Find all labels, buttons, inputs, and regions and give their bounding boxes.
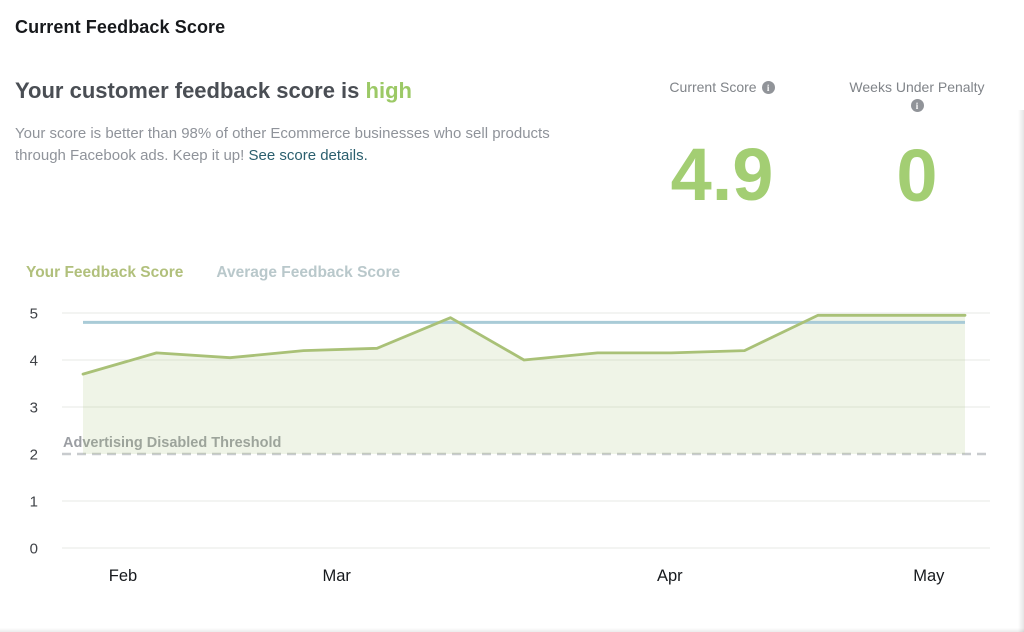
weeks-under-penalty-label: Weeks Under Penalty bbox=[849, 79, 985, 95]
x-axis-tick-label: Apr bbox=[657, 567, 683, 585]
x-axis-tick-label: Feb bbox=[109, 567, 137, 585]
weeks-under-penalty-value: 0 bbox=[896, 134, 938, 217]
y-axis-tick-label: 5 bbox=[30, 306, 38, 323]
panel-edge-shadow-right bbox=[1018, 110, 1024, 632]
panel-edge-shadow-bottom bbox=[0, 628, 1024, 632]
info-icon[interactable]: i bbox=[910, 99, 924, 112]
chart-legend-tabs: Your Feedback Score Average Feedback Sco… bbox=[26, 264, 400, 282]
y-axis-tick-label: 1 bbox=[30, 494, 38, 511]
tab-your-feedback-score[interactable]: Your Feedback Score bbox=[26, 264, 184, 281]
y-axis-tick-label: 2 bbox=[30, 447, 38, 464]
score-summary-body: Your score is better than 98% of other E… bbox=[15, 123, 615, 166]
tab-average-feedback-score[interactable]: Average Feedback Score bbox=[216, 264, 401, 281]
score-summary-heading: Your customer feedback score is high bbox=[15, 78, 412, 104]
body-line-1: Your score is better than 98% of other E… bbox=[15, 125, 550, 142]
x-axis-tick-label: Mar bbox=[322, 567, 351, 585]
y-axis-tick-label: 0 bbox=[30, 541, 38, 558]
current-score-stat: Current Score i 4.9 bbox=[637, 79, 807, 212]
your-score-line bbox=[81, 313, 967, 376]
panel-title: Current Feedback Score bbox=[15, 17, 226, 37]
current-score-value: 4.9 bbox=[670, 133, 774, 216]
current-score-label: Current Score bbox=[669, 79, 757, 95]
feedback-score-chart: 5 4 3 2 1 0 Advertising Disabled Threshold Feb M… bbox=[30, 306, 990, 585]
heading-prefix: Your customer feedback score is bbox=[15, 78, 360, 103]
weeks-under-penalty-stat: Weeks Under Penalty i 0 bbox=[827, 79, 1007, 213]
your-score-area bbox=[83, 315, 965, 454]
y-axis-tick-label: 4 bbox=[30, 353, 38, 370]
see-score-details-link[interactable]: See score details. bbox=[248, 146, 368, 164]
score-status: high bbox=[365, 78, 412, 103]
threshold-label: Advertising Disabled Threshold bbox=[63, 435, 281, 451]
y-axis-tick-label: 3 bbox=[30, 400, 38, 417]
info-icon[interactable]: i bbox=[761, 81, 775, 94]
x-axis-tick-label: May bbox=[913, 567, 945, 585]
body-line-2: through Facebook ads. Keep it up! bbox=[15, 146, 245, 164]
